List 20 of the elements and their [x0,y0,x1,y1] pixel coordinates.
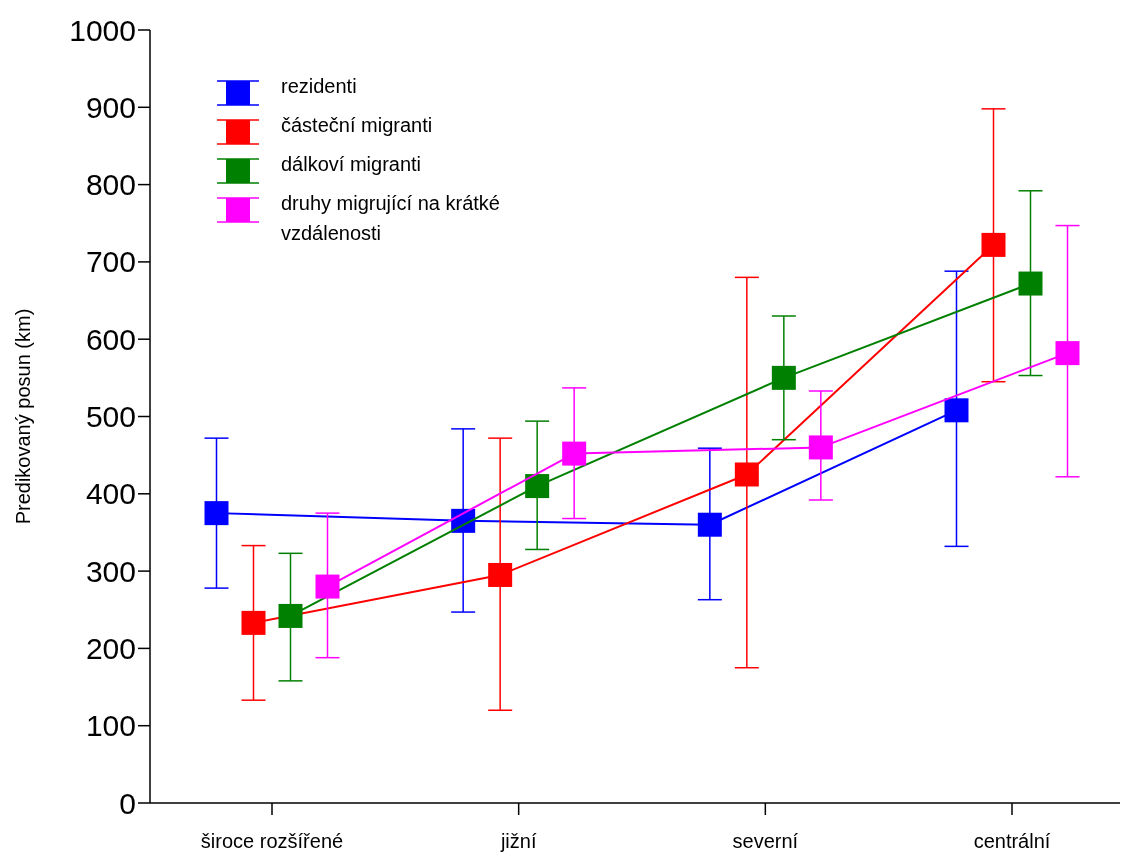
x-tick-label: široce rozšířené [200,830,344,852]
legend-label: dálkoví migranti [281,153,422,175]
y-tick-label: 400 [85,477,136,511]
y-tick-label: 500 [85,400,136,433]
legend-label: rezidenti [281,75,357,97]
legend-label: druhy migrující na krátké vzdálenosti [281,192,500,244]
y-tick-label: 800 [85,168,136,202]
y-tick-label: 0 [119,786,136,820]
x-tick-label: centrální [973,830,1051,852]
y-tick-label: 100 [85,709,136,743]
y-tick-label: 200 [85,631,136,665]
y-tick-label: 300 [85,554,136,588]
y-tick-label: 900 [85,90,136,124]
y-axis-title: Predikovaný posun (km) [12,308,34,525]
y-tick-label: 600 [85,322,136,356]
legend-label: částeční migranti [281,114,433,136]
y-tick-label: 1000 [69,13,136,47]
y-tick-label: 700 [85,245,136,279]
x-tick-label: severní [732,830,799,852]
x-tick-label: jižní [499,830,537,852]
